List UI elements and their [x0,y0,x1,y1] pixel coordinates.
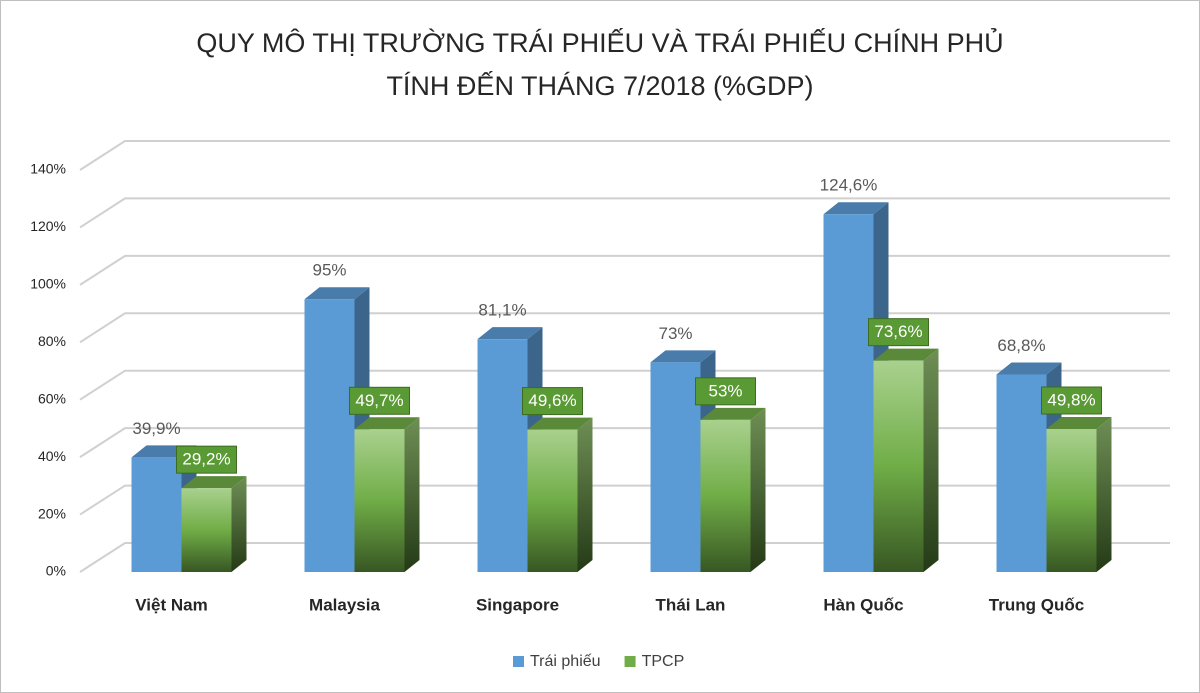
bar-top [700,407,766,420]
bar [873,360,924,572]
value-label-box [695,377,756,406]
grid-line [79,312,1170,344]
bar-top [996,362,1062,375]
bar [823,214,874,572]
x-tick-label: Việt Nam [135,595,207,614]
value-label: 73% [658,324,692,343]
chart-title: TÍNH ĐẾN THÁNG 7/2018 (%GDP) [386,70,813,101]
x-tick-label: Trung Quốc [989,595,1084,614]
bar [354,429,405,572]
x-tick-label: Malaysia [309,595,380,614]
legend-swatch [513,656,524,667]
bar [527,429,578,572]
bar-top [1046,417,1112,430]
bar [477,339,528,572]
grid-line [79,427,1170,458]
bar-top [477,327,543,340]
bar-top [181,476,247,489]
bar-side [1096,417,1112,572]
bar-side [231,476,247,572]
value-label: 49,6% [528,391,576,410]
bar-top [823,202,889,215]
value-label-box [349,386,410,415]
value-label: 29,2% [182,450,230,469]
x-tick-label: Hàn Quốc [823,595,903,614]
value-label: 39,9% [132,419,180,438]
value-label-box [522,387,583,416]
value-label-box [1041,386,1102,415]
y-tick-label: 60% [38,390,66,406]
bar-side [750,407,766,572]
y-tick-label: 80% [38,333,66,349]
bar [996,374,1047,572]
value-label: 53% [708,381,742,400]
value-label: 68,8% [997,336,1045,355]
y-tick-label: 120% [30,218,66,234]
chart-title: QUY MÔ THỊ TRƯỜNG TRÁI PHIẾU VÀ TRÁI PHI… [196,26,1003,58]
bar-top [304,287,370,300]
grid-line [79,369,1170,401]
bar-top [650,350,716,363]
legend-label: Trái phiếu [530,653,601,670]
value-label: 124,6% [820,176,878,195]
bar-top [354,417,420,430]
bar [304,299,355,572]
y-tick-label: 100% [30,276,66,292]
grid-line [79,254,1170,286]
y-tick-label: 20% [38,505,66,521]
bar-side [923,348,939,572]
bar [650,362,701,572]
bar-side [404,417,420,572]
grid-line [79,542,1170,573]
value-label: 49,8% [1047,390,1095,409]
y-tick-label: 40% [38,448,66,464]
value-label: 73,6% [874,322,922,341]
bar-top [873,348,939,361]
grid-line [79,140,1170,171]
value-label: 49,7% [355,391,403,410]
legend-swatch [624,656,636,667]
x-tick-label: Thái Lan [656,595,726,614]
legend-label: TPCP [642,653,685,670]
value-label-box [176,445,237,474]
bar [700,419,751,572]
value-label: 95% [312,261,346,280]
grid-line [79,484,1170,516]
bar-top [527,417,593,430]
bar [1046,429,1097,572]
bar-side [577,417,593,572]
value-label-box [868,318,929,347]
y-tick-label: 140% [30,161,66,177]
value-label: 81,1% [478,301,526,320]
x-tick-label: Singapore [476,595,559,614]
grid-line [79,197,1170,229]
bar [181,488,232,572]
y-tick-label: 0% [46,563,66,579]
bar [131,457,182,572]
